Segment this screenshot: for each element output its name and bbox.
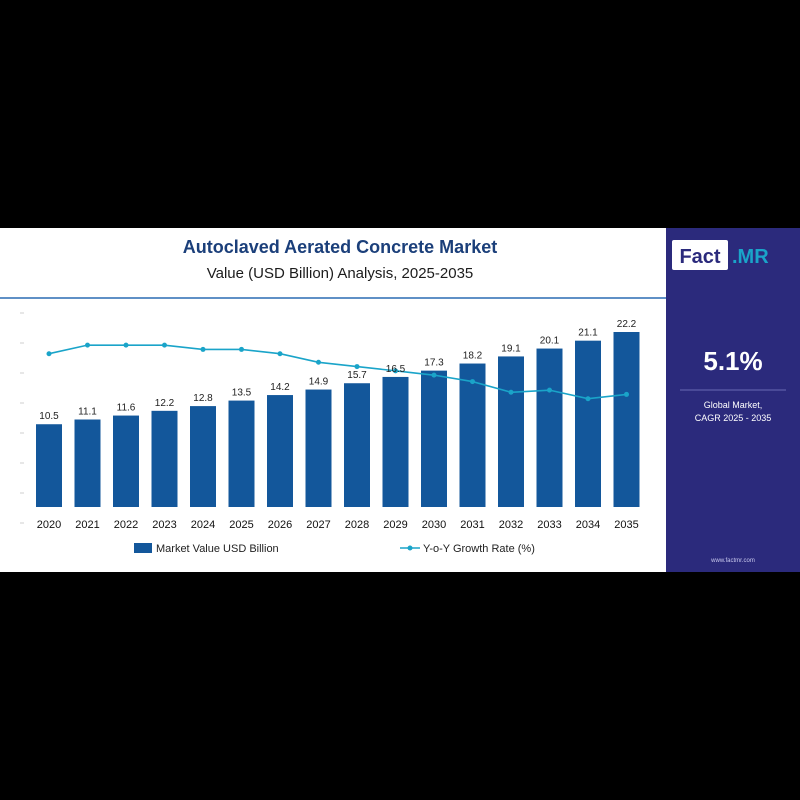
bar-value-label: 22.2 <box>617 319 637 330</box>
x-tick-label: 2030 <box>422 519 446 531</box>
growth-point-2023 <box>162 342 167 348</box>
cagr-label-2: CAGR 2025 - 2035 <box>695 413 772 423</box>
chart-subtitle: Value (USD Billion) Analysis, 2025-2035 <box>207 265 474 282</box>
bar-2022 <box>113 415 139 507</box>
growth-point-2026 <box>277 351 283 357</box>
legend-line-label: Y-o-Y Growth Rate (%) <box>423 543 535 555</box>
x-tick-label: 2033 <box>537 519 561 531</box>
x-tick-label: 2023 <box>152 519 176 531</box>
bar-2028 <box>344 383 370 507</box>
bar-2020 <box>36 424 62 507</box>
x-tick-label: 2021 <box>75 519 99 531</box>
bar-value-label: 15.7 <box>347 370 367 381</box>
bar-value-label: 11.1 <box>78 407 97 418</box>
bar-2021 <box>74 419 101 507</box>
x-tick-label: 2035 <box>614 519 638 531</box>
x-tick-label: 2027 <box>306 519 330 531</box>
y-axis-ticks <box>20 312 24 524</box>
growth-point-2028 <box>354 364 360 370</box>
bar-2027 <box>305 389 332 507</box>
bar-2023 <box>151 410 178 507</box>
growth-line-group <box>46 342 629 402</box>
logo-text-fact: Fact <box>679 246 720 268</box>
bar-2035 <box>613 332 640 507</box>
bar-value-label: 10.5 <box>39 411 59 422</box>
chart-title: Autoclaved Aerated Concrete Market <box>183 237 497 257</box>
bar-labels-group: 10.5 11.1 11.6 12.2 12.8 13.5 14.2 14.9 15.7 16.5… <box>39 319 636 422</box>
x-tick-label: 2025 <box>229 519 253 531</box>
growth-point-2033 <box>547 387 552 393</box>
x-tick-label: 2034 <box>576 519 600 531</box>
logo-box <box>672 240 728 270</box>
growth-point-2021 <box>85 342 90 348</box>
bar-value-label: 20.1 <box>540 336 560 347</box>
legend-bar-swatch <box>134 543 152 553</box>
brand-panel-bg <box>666 228 800 572</box>
bar-2025 <box>228 400 255 507</box>
bar-value-label: 12.8 <box>193 393 213 404</box>
brand-panel: Fact .MR 5.1% Global Market, CAGR 2025 -… <box>666 228 800 572</box>
x-tick-label: 2026 <box>268 519 292 531</box>
bar-2024 <box>190 406 216 507</box>
bar-value-label: 18.2 <box>463 351 483 362</box>
x-tick-label: 2028 <box>345 519 369 531</box>
bar-value-label: 14.9 <box>309 377 329 388</box>
bar-value-label: 19.1 <box>501 343 521 354</box>
growth-point-2029 <box>393 368 398 374</box>
growth-point-2032 <box>508 389 514 395</box>
bar-value-label: 12.2 <box>155 398 175 409</box>
growth-point-2020 <box>46 351 52 357</box>
x-tick-label: 2029 <box>383 519 407 531</box>
bar-value-label: 11.6 <box>117 403 136 414</box>
bar-2033 <box>536 348 563 507</box>
growth-point-2025 <box>239 346 244 352</box>
bar-2029 <box>382 376 409 507</box>
bar-2034 <box>575 340 601 507</box>
growth-point-2034 <box>585 396 591 402</box>
growth-line <box>48 344 627 400</box>
growth-point-2030 <box>431 372 437 378</box>
bar-value-label: 17.3 <box>424 358 444 369</box>
cagr-label-1: Global Market, <box>704 400 763 410</box>
growth-point-2027 <box>316 359 321 365</box>
growth-point-2022 <box>123 342 129 348</box>
bar-value-label: 13.5 <box>232 388 252 399</box>
bar-value-label: 16.5 <box>386 364 406 375</box>
chart-svg: Autoclaved Aerated Concrete Market Value… <box>0 228 800 572</box>
x-tick-label: 2022 <box>114 519 138 531</box>
x-tick-label: 2032 <box>499 519 523 531</box>
x-tick-label: 2031 <box>460 519 484 531</box>
bar-2031 <box>459 363 486 507</box>
x-tick-label: 2024 <box>191 519 215 531</box>
x-tick-label: 2020 <box>37 519 61 531</box>
chart-card: Autoclaved Aerated Concrete Market Value… <box>0 228 800 572</box>
bar-2030 <box>421 370 447 507</box>
logo-text-mr: .MR <box>732 246 769 268</box>
legend-line-marker <box>407 545 413 551</box>
growth-point-2035 <box>624 391 629 397</box>
bar-2026 <box>267 395 293 507</box>
bar-value-label: 14.2 <box>270 382 290 393</box>
cagr-value: 5.1% <box>703 346 762 376</box>
bar-2032 <box>498 356 524 507</box>
brand-website: www.factmr.com <box>710 558 755 564</box>
growth-point-2024 <box>200 346 206 352</box>
bar-value-label: 21.1 <box>578 328 598 339</box>
growth-point-2031 <box>470 379 475 385</box>
legend-bar-label: Market Value USD Billion <box>156 543 279 555</box>
bars-group <box>36 332 640 507</box>
x-axis-ticks: 2020 2021 2022 2023 2024 2025 2026 2027 2028 2029… <box>37 519 639 531</box>
